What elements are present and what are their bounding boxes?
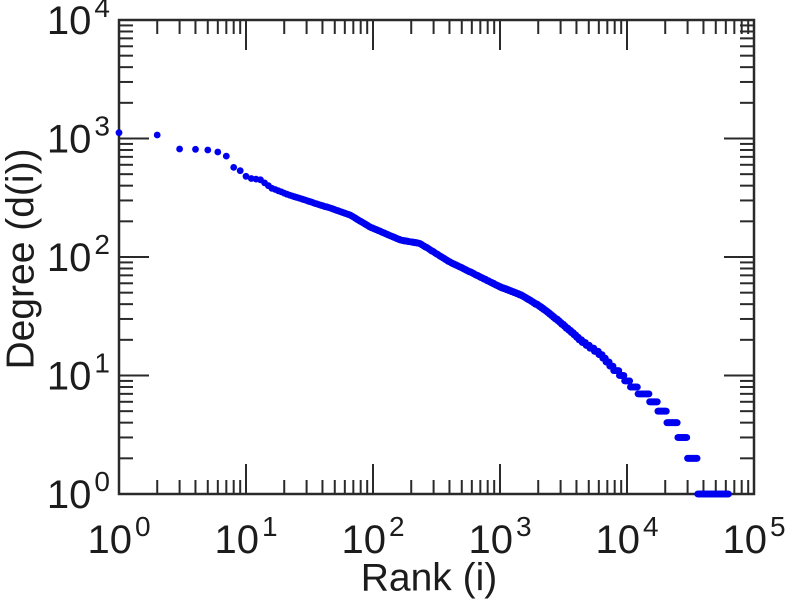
x-tick-label: 10 4 [595,511,658,562]
data-point [176,145,184,153]
data-point [725,490,732,498]
data-point [645,390,653,398]
y-tick-label: 10 0 [47,466,110,517]
data-point [222,152,230,160]
y-tick-label: 10 2 [47,229,110,280]
x-axis-label: Rank (i) [360,556,498,600]
data-point [214,148,222,156]
data-point [634,383,641,391]
x-tick-label: 10 2 [341,511,404,562]
data-point [204,146,212,154]
x-tick-label: 10 0 [87,511,150,562]
y-axis-label: Degree (d(i)) [0,148,43,370]
data-point [662,407,670,415]
y-tick-label: 10 3 [47,111,110,162]
tick-labels: 10 0 10 1 10 2 10 3 10 4 10 5 10 0 10 1 10 2 10 3 10 4 [47,0,785,562]
data-point [620,372,628,379]
y-tick-label: 10 4 [47,0,110,43]
data-point [693,454,701,462]
x-tick-label: 10 3 [468,511,531,562]
x-tick-label: 10 1 [214,511,277,562]
data-point [242,172,250,180]
data-point [626,377,634,385]
x-tick-label: 10 5 [722,511,785,562]
data-point [236,167,244,175]
data-point [192,145,199,153]
data-point [230,164,238,171]
data-points [115,129,732,498]
data-point [683,434,691,441]
axis-ticks [118,19,755,495]
data-point [653,398,661,406]
data-point [153,131,161,139]
data-point [673,419,681,427]
y-tick-label: 10 1 [47,348,110,399]
data-point [115,129,123,137]
